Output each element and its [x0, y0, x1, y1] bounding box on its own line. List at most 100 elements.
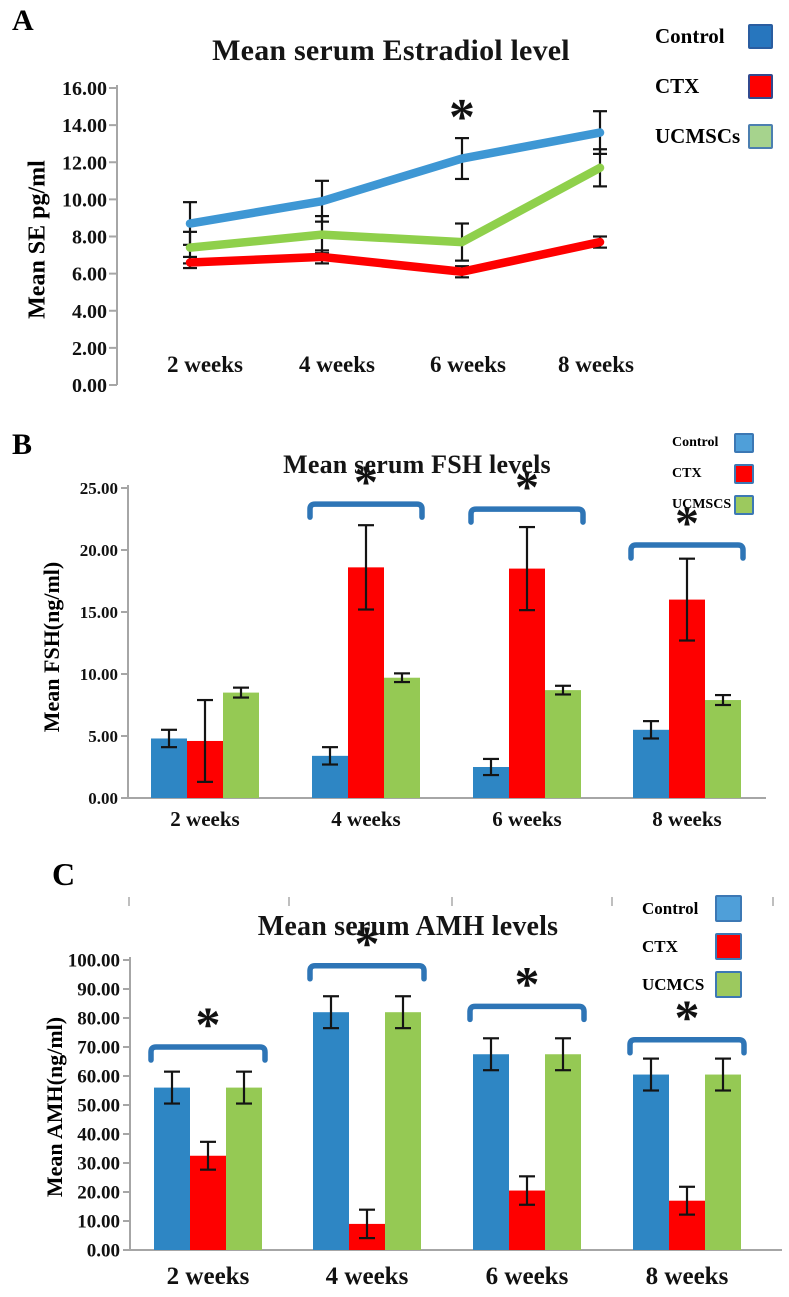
panel-c-y-axis-title: Mean AMH(ng/ml) [42, 1016, 67, 1198]
svg-text:25.00: 25.00 [80, 479, 118, 498]
x-category-label: 6 weeks [492, 807, 561, 831]
svg-text:6.00: 6.00 [72, 264, 107, 286]
significance-bracket [148, 1044, 268, 1063]
series-bars-control [151, 729, 669, 798]
svg-text:100.00: 100.00 [68, 951, 120, 972]
svg-text:30.00: 30.00 [77, 1154, 120, 1175]
panel-b-title: Mean serum FSH levels [283, 450, 551, 479]
legend-label: UCMSCS [672, 497, 732, 512]
x-category-label: 8 weeks [646, 1263, 729, 1290]
legend-label: UCMCS [642, 974, 705, 994]
bar [384, 677, 420, 798]
legend-item-ctx: CTX [655, 74, 773, 99]
legend-swatch [734, 433, 754, 453]
panel-b-chart: 0.00 5.00 10.00 15.00 20.00 25.00 * * * 2 weeks 4 … [80, 456, 766, 831]
legend-swatch [748, 124, 773, 149]
legend-label: Control [672, 435, 719, 450]
legend-swatch [734, 464, 754, 484]
x-category-label: 2 weeks [167, 352, 243, 377]
x-category-label: 6 weeks [430, 352, 506, 377]
legend-label: Control [655, 24, 725, 48]
x-category-label: 4 weeks [299, 352, 375, 377]
series-line-ctx [185, 237, 605, 277]
x-category-label: 2 weeks [167, 1263, 250, 1290]
panel-b-letter: B [12, 428, 33, 461]
svg-text:*: * [449, 89, 475, 146]
legend-item-control: Control [672, 433, 754, 453]
panel-c-chart: 0.00 10.00 20.00 30.00 40.00 50.00 60.00 70.00 8… [68, 897, 782, 1290]
series-bars-ctx [190, 1155, 705, 1250]
series-line-control [185, 128, 605, 228]
legend-item-ctx: CTX [672, 464, 754, 484]
legend-item-ucmscs: UCMSCs [655, 124, 773, 149]
svg-text:10.00: 10.00 [62, 189, 107, 211]
svg-text:*: * [196, 996, 221, 1052]
panel-c-title: Mean serum AMH levels [257, 911, 559, 942]
legend-swatch [715, 971, 742, 998]
legend-label: CTX [672, 466, 702, 481]
bar [633, 729, 669, 798]
significance-bracket [628, 542, 746, 561]
svg-text:15.00: 15.00 [80, 603, 118, 622]
svg-text:10.00: 10.00 [77, 1212, 120, 1233]
legend-label: CTX [642, 936, 678, 956]
svg-text:0.00: 0.00 [87, 1241, 120, 1262]
svg-text:16.00: 16.00 [62, 78, 107, 100]
svg-text:*: * [515, 461, 539, 514]
svg-text:*: * [675, 989, 700, 1045]
x-category-label: 4 weeks [326, 1263, 409, 1290]
bar [545, 1054, 581, 1250]
legend-swatch [715, 895, 742, 922]
panel-a-letter: A [12, 4, 34, 37]
svg-text:60.00: 60.00 [77, 1067, 120, 1088]
legend-label: CTX [655, 74, 700, 98]
svg-text:0.00: 0.00 [72, 375, 107, 397]
svg-text:80.00: 80.00 [77, 1009, 120, 1030]
x-category-label: 8 weeks [558, 352, 634, 377]
legend-item-control: Control [642, 895, 742, 922]
bar [473, 1054, 509, 1250]
legend-item-ucmscs: UCMSCS [672, 495, 754, 515]
panel-b-y-axis-title: Mean FSH(ng/ml) [39, 561, 64, 733]
legend-swatch [748, 24, 773, 49]
series-bars-ctx [187, 567, 705, 798]
svg-text:70.00: 70.00 [77, 1038, 120, 1059]
x-category-label: 4 weeks [331, 807, 400, 831]
svg-text:4.00: 4.00 [72, 301, 107, 323]
x-category-label: 6 weeks [486, 1263, 569, 1290]
svg-text:*: * [675, 497, 699, 550]
svg-text:20.00: 20.00 [80, 541, 118, 560]
significance-bracket [307, 501, 425, 520]
panel-a-y-axis-title: Mean SE pg/ml [24, 160, 51, 319]
panel-a-chart: 0.00 2.00 4.00 6.00 8.00 10.00 12.00 14.00 16.00… [62, 78, 634, 397]
panel-a-legend: Control CTX UCMSCs [655, 24, 773, 174]
bar [545, 690, 581, 798]
panel-b-legend: Control CTX UCMSCS [672, 433, 754, 526]
x-category-label: 2 weeks [170, 807, 239, 831]
significance-bracket [627, 1037, 747, 1056]
series-bars-ucmscs [223, 677, 741, 798]
svg-text:*: * [515, 955, 540, 1011]
svg-text:8.00: 8.00 [72, 227, 107, 249]
legend-swatch [748, 74, 773, 99]
bar [223, 692, 259, 798]
panel-c-letter: C [52, 856, 76, 892]
bar [154, 1087, 190, 1250]
legend-swatch [734, 495, 754, 515]
bar [705, 700, 741, 798]
svg-text:*: * [355, 915, 380, 971]
panel-a-title: Mean serum Estradiol level [212, 34, 570, 67]
significance-bracket [468, 506, 586, 525]
legend-item-ucmcs: UCMCS [642, 971, 742, 998]
bar [313, 1012, 349, 1250]
svg-text:20.00: 20.00 [77, 1183, 120, 1204]
legend-item-control: Control [655, 24, 773, 49]
svg-text:90.00: 90.00 [77, 980, 120, 1001]
significance-bracket [467, 1003, 587, 1023]
svg-text:2.00: 2.00 [72, 338, 107, 360]
series-bars-control [154, 1012, 669, 1250]
series-bars-ucmcs [226, 1012, 741, 1250]
bar [633, 1074, 669, 1250]
